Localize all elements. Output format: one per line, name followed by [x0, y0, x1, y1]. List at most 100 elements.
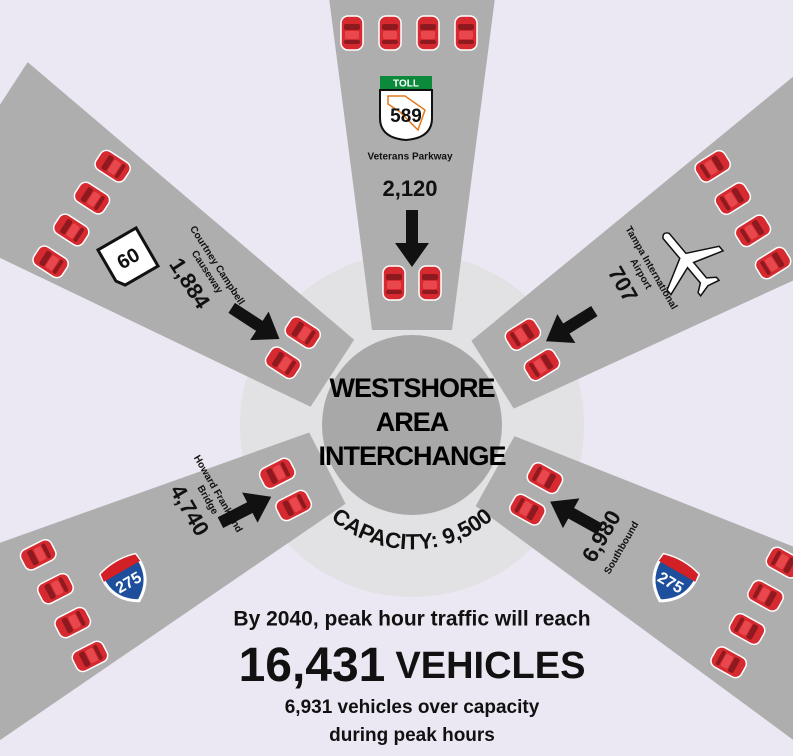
car-window — [514, 497, 525, 513]
shield-toll: TOLL 589 — [379, 76, 433, 142]
car — [94, 149, 131, 183]
road-name: Veterans Parkway — [367, 152, 452, 163]
car-window — [282, 500, 294, 517]
car-window — [296, 494, 307, 509]
car — [36, 572, 74, 605]
car-window — [699, 164, 711, 179]
car-window — [422, 274, 438, 280]
total-unit: VEHICLES — [395, 645, 585, 687]
car-window — [526, 504, 539, 521]
car — [509, 493, 546, 526]
car-roof — [421, 31, 435, 39]
car-roof — [85, 648, 98, 663]
car-window — [52, 259, 64, 274]
car-window — [304, 330, 316, 345]
car-window — [751, 220, 765, 236]
road — [475, 436, 793, 756]
car — [714, 182, 752, 216]
car-roof — [744, 224, 758, 240]
car — [523, 348, 561, 382]
car — [416, 15, 440, 51]
car-roof — [289, 497, 302, 512]
car-window — [728, 657, 740, 673]
car-roof — [345, 31, 359, 39]
car-roof — [459, 31, 473, 39]
footer-line: 6,931 vehicles over capacity — [285, 697, 540, 718]
car-window — [541, 354, 554, 370]
car — [264, 346, 302, 380]
car-roof — [387, 281, 401, 289]
car-window — [58, 577, 69, 592]
road — [471, 68, 793, 409]
car-window — [93, 644, 103, 660]
shield-number: 589 — [390, 106, 422, 127]
car-window — [510, 332, 521, 347]
car-roof — [423, 281, 437, 289]
car — [710, 646, 748, 679]
car-window — [80, 187, 94, 203]
center-title: AREA — [376, 407, 449, 437]
center-title: WESTSHORE — [329, 373, 494, 403]
shield-interstate: 275 — [98, 552, 147, 603]
car-window — [420, 40, 436, 44]
car-window — [61, 617, 73, 634]
car — [54, 606, 92, 639]
car-window — [771, 550, 781, 566]
car-window — [386, 274, 402, 280]
car-roof — [45, 255, 59, 271]
car-window — [285, 360, 296, 375]
car-roof — [757, 587, 770, 603]
arrow — [228, 302, 280, 341]
car-window — [39, 250, 52, 267]
car-window — [719, 196, 731, 211]
shield-interstate: 275 — [652, 552, 701, 603]
car — [747, 579, 784, 612]
car-window — [41, 543, 51, 559]
car — [504, 318, 542, 351]
arrow — [550, 498, 603, 535]
car — [32, 245, 69, 279]
car-window — [521, 323, 535, 339]
center-title: INTERCHANGE — [318, 441, 505, 471]
car-roof — [533, 358, 547, 374]
shield-state: 60 — [95, 225, 161, 287]
car — [754, 246, 792, 280]
car-window — [532, 466, 542, 481]
car-roof — [87, 191, 101, 207]
car — [728, 612, 766, 646]
road — [329, 0, 495, 330]
car-window — [529, 362, 540, 377]
footer-total: 16,431 VEHICLES — [239, 639, 586, 692]
car-window — [386, 290, 402, 294]
car-window — [114, 164, 126, 179]
car-window — [344, 40, 360, 44]
footer-line: during peak hours — [329, 725, 495, 746]
car-window — [271, 351, 285, 368]
car-roof — [383, 31, 397, 39]
arrow — [545, 305, 598, 343]
car-window — [420, 24, 436, 30]
arrow — [395, 210, 429, 267]
airplane-icon — [662, 232, 725, 297]
car-window — [783, 557, 793, 574]
car-window — [382, 40, 398, 44]
car — [71, 640, 109, 673]
car-roof — [704, 160, 718, 175]
car — [258, 457, 296, 490]
car-window — [76, 611, 86, 626]
car-roof — [514, 328, 528, 343]
shield-top: TOLL — [393, 79, 419, 90]
car-roof — [107, 160, 121, 175]
car-roof — [278, 356, 292, 372]
car-window — [344, 24, 360, 30]
car-window — [382, 24, 398, 30]
car-window — [422, 290, 438, 294]
car — [275, 489, 313, 522]
car-roof — [724, 192, 738, 207]
car — [340, 15, 364, 51]
car — [52, 213, 90, 247]
car — [734, 214, 772, 248]
car-roof — [720, 653, 734, 669]
car — [19, 538, 57, 571]
